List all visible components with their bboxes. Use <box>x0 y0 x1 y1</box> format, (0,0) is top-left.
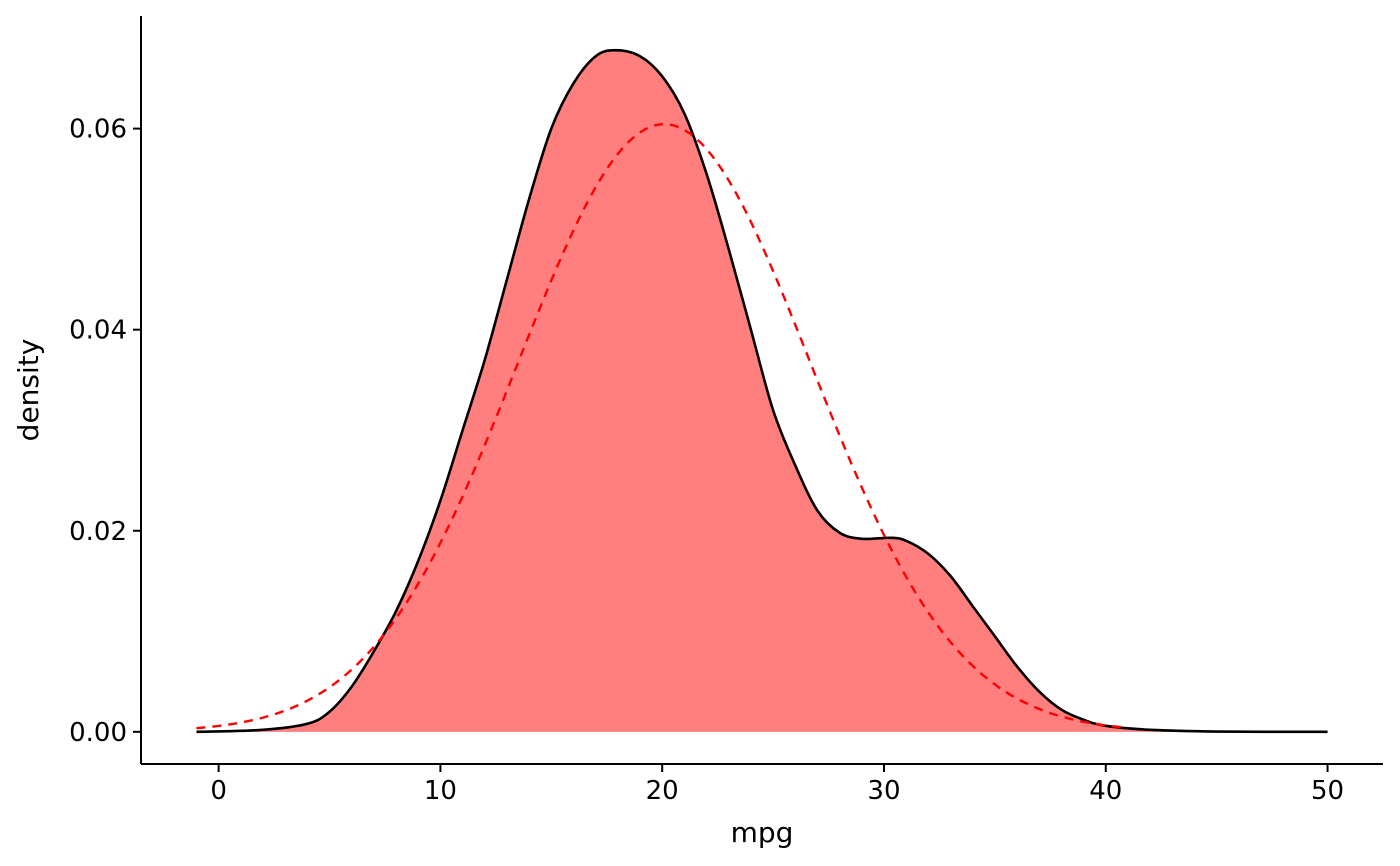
y-tick-label: 0.06 <box>69 115 127 145</box>
density-area-fill <box>196 50 1328 732</box>
x-tick-label: 10 <box>424 776 457 806</box>
normal-curve-line <box>196 122 1129 730</box>
y-tick-label: 0.04 <box>69 316 127 346</box>
y-tick-label: 0.02 <box>69 517 127 547</box>
y-axis-title: density <box>12 339 45 442</box>
y-tick-label: 0.00 <box>69 718 127 748</box>
x-tick-label: 40 <box>1089 776 1122 806</box>
x-tick-label: 50 <box>1311 776 1344 806</box>
x-tick-label: 30 <box>867 776 900 806</box>
x-axis-title: mpg <box>731 816 794 849</box>
density-curve-line <box>196 48 1328 734</box>
x-tick-label: 0 <box>210 776 227 806</box>
x-tick-label: 20 <box>646 776 679 806</box>
